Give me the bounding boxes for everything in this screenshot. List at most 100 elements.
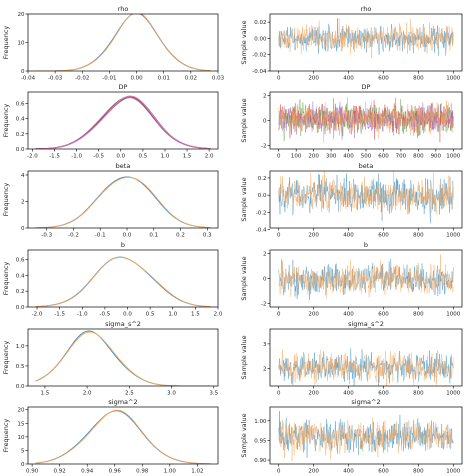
trace-line-2 [278,349,454,386]
y-tick-label: 0.95 [254,438,267,444]
x-tick-label: -0.1 [95,233,106,239]
x-tick-label: 200 [308,312,319,318]
x-tick-label: 0.00 [130,76,143,82]
x-tick-label: 0 [277,154,281,160]
subplot-density-4: -2.0 -1.5 -1.0 -0.5 0.0 0.5 1.0 1.5 2.0 0.0 0.2 0.4… [2,241,223,318]
subplot-trace-5: 0 200 400 600 800 1000 2 3 sigma_s^2 Sample value [240,320,463,397]
y-tick-label: 0.6 [16,258,25,264]
subplot-density-6: 0.90 0.92 0.94 0.96 0.98 1.00 1.02 0 5 10 15 20 sigm… [2,398,219,475]
y-tick-label: 0.4 [16,273,25,279]
x-tick-label: 0 [277,233,281,239]
y-tick-label: -0.02 [252,53,266,59]
subplot-trace-4: 0 200 400 600 800 1000 -2 0 2 b Sample value [240,241,463,318]
y-axis-label: Sample value [240,335,248,379]
x-tick-label: -2.0 [27,154,38,160]
plot-lines [35,14,211,71]
x-tick-label: -1.5 [49,154,60,160]
x-tick-label: 0.03 [212,76,225,82]
density-curve-2 [35,331,211,386]
y-axis-label: Sample value [240,98,248,142]
x-tick-label: 200 [308,154,319,160]
x-tick-label: 800 [413,391,424,397]
y-tick-label: 0 [263,119,267,125]
y-tick-label: -0.04 [252,69,267,75]
y-tick-label: -0.4 [256,228,267,234]
subplot-density-5: 1.5 2.0 2.5 3.0 3.5 0.0 0.5 1.0 sigma_s^2 Frequen… [2,320,219,397]
x-tick-label: -0.04 [21,76,36,82]
y-tick-label: 0.0 [16,384,25,390]
y-axis-label: Frequency [2,341,10,375]
y-tick-label: 0.0 [258,193,267,199]
density-curve-6 [35,96,211,149]
x-tick-label: 2.5 [125,391,134,397]
x-tick-label: 3.0 [167,391,176,397]
subplot-trace-3: 0 200 400 600 800 1000 -0.4 -0.2 0.0 0.2 beta Sampl… [240,162,463,239]
x-tick-label: 0.0 [123,312,132,318]
density-curve-2 [35,256,211,307]
x-tick-label: 100 [291,154,302,160]
x-tick-label: 0 [277,312,281,318]
y-tick-label: 0.5 [16,364,25,370]
x-tick-label: 400 [343,469,354,475]
y-tick-label: 0.2 [258,176,267,182]
x-tick-label: 0.94 [81,469,94,475]
x-tick-label: 0.5 [146,312,155,318]
subplot-title: b [121,241,125,249]
y-tick-label: 10 [18,41,25,47]
y-tick-label: 0 [21,69,25,75]
density-curve-2 [35,409,211,464]
y-tick-label: 0.0 [16,147,25,153]
axes-frame [269,328,463,387]
x-tick-label: 600 [378,76,389,82]
plot-lines [35,409,211,464]
y-axis-label: Frequency [2,26,10,60]
x-tick-label: 200 [308,391,319,397]
density-curve-5 [35,96,211,149]
x-tick-label: 300 [326,154,337,160]
x-tick-label: -0.02 [75,76,89,82]
x-tick-label: 0.98 [136,469,149,475]
y-tick-label: 10 [18,435,25,441]
y-tick-label: 0.4 [16,117,25,123]
x-tick-label: -1.0 [71,154,82,160]
subplot-trace-1: 0 200 400 600 800 1000 -0.04 -0.02 0.00 0.02 rho Sa… [240,5,463,82]
axes-frame [269,170,463,229]
y-axis-label: Sample value [240,20,248,64]
y-tick-label: 2 [263,252,267,258]
x-tick-label: 1.0 [168,312,177,318]
y-tick-label: 0.2 [16,132,25,138]
density-curve-1 [35,176,211,228]
axes-frame [27,249,219,308]
x-tick-label: 1000 [446,76,460,82]
x-tick-label: -1.0 [77,312,88,318]
subplot-title: sigma^2 [351,398,380,406]
x-tick-label: 800 [413,233,424,239]
plot-lines [35,256,211,307]
x-tick-label: 0.3 [203,233,212,239]
subplot-title: sigma_s^2 [348,320,384,328]
x-tick-label: 900 [431,154,442,160]
y-tick-label: 2 [21,199,25,205]
x-tick-label: 0.0 [123,233,132,239]
y-tick-label: 0.6 [16,101,25,107]
x-tick-label: -0.01 [102,76,116,82]
trace-line-2 [278,254,454,299]
y-tick-label: 0.0 [16,305,25,311]
x-tick-label: 1000 [446,391,460,397]
x-tick-label: 2.0 [83,391,92,397]
subplot-trace-2: 0 100 200 300 400 500 600 700 800 900 1000 -2 0 2 DP Sa… [240,83,463,160]
x-tick-label: 600 [378,469,389,475]
y-tick-label: -2 [261,143,266,149]
x-tick-label: 1000 [446,233,460,239]
y-tick-label: 15 [18,421,25,427]
x-tick-label: 0.5 [139,154,148,160]
trace-line-2 [278,417,454,461]
subplot-title: rho [118,5,129,13]
x-tick-label: 800 [413,312,424,318]
x-tick-label: -2.0 [32,312,43,318]
plot-lines [278,18,454,59]
y-tick-label: 0.2 [16,289,25,295]
x-tick-label: 0.02 [185,76,197,82]
x-tick-label: 800 [413,469,424,475]
x-tick-label: 400 [343,391,354,397]
